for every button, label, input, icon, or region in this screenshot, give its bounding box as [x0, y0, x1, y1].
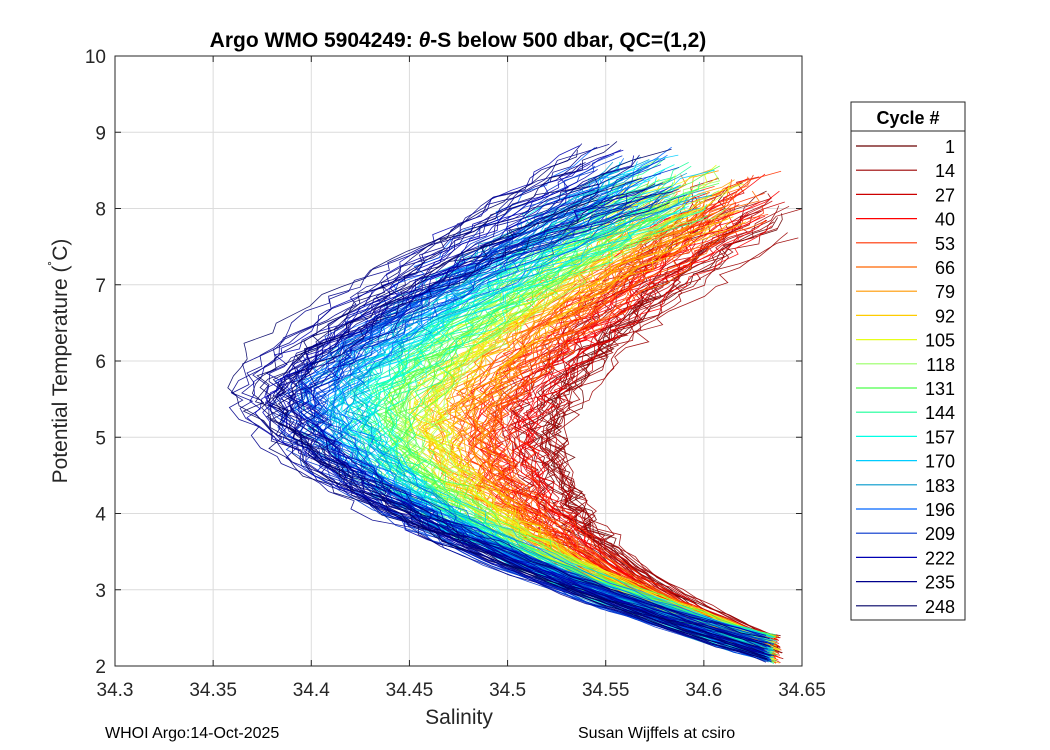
profile-line: [467, 194, 774, 650]
legend-label: 144: [925, 403, 955, 423]
profile-line: [483, 226, 776, 644]
chart-title: Argo WMO 5904249: θ-S below 500 dbar, QC…: [210, 29, 707, 52]
x-tick-label: 34.3: [97, 680, 134, 701]
profile-line: [342, 194, 766, 643]
profile-line: [540, 221, 777, 660]
profile-line: [307, 188, 771, 660]
profile-line: [470, 208, 774, 644]
legend-label: 27: [935, 185, 955, 205]
legend-title: Cycle #: [876, 108, 939, 128]
axis-ticks: 34.3 34.35 34.4 34.45 34.5 34.55 34.6 34.65 2 3 4 5…: [85, 47, 826, 701]
legend-label: 105: [925, 331, 955, 351]
legend-label: 66: [935, 258, 955, 278]
profile-line: [289, 146, 766, 657]
profile-line: [262, 183, 775, 656]
x-tick-label: 34.5: [489, 680, 526, 701]
profile-line: [294, 188, 763, 643]
footer-credit-left: WHOI Argo:14-Oct-2025: [105, 725, 280, 742]
legend-label: 53: [935, 234, 955, 254]
y-tick-label: 4: [95, 505, 106, 526]
x-axis-label: Salinity: [425, 706, 493, 729]
legend-label: 248: [925, 597, 955, 617]
profile-line: [278, 167, 769, 663]
y-axis-label: Potential Temperature (˚C): [46, 239, 72, 484]
profile-line: [303, 186, 769, 654]
legend-label: 1: [945, 137, 955, 157]
y-tick-label: 7: [95, 276, 106, 297]
profile-line: [272, 154, 765, 651]
legend-label: 79: [935, 282, 955, 302]
legend-label: 92: [935, 306, 955, 326]
legend-label: 131: [925, 379, 955, 399]
profile-line: [254, 194, 767, 660]
profile-line: [426, 182, 774, 643]
x-tick-label: 34.55: [582, 680, 630, 701]
legend-label: 157: [925, 427, 955, 447]
x-tick-label: 34.4: [293, 680, 330, 701]
footer-credit-right: Susan Wijffels at csiro: [578, 725, 736, 742]
profile-line: [290, 145, 768, 644]
profile-line: [228, 143, 769, 658]
profile-line: [260, 150, 765, 649]
y-tick-label: 6: [95, 352, 106, 373]
y-tick-label: 9: [95, 123, 106, 144]
y-tick-label: 10: [85, 47, 106, 68]
profile-line: [231, 163, 773, 656]
y-tick-label: 3: [95, 581, 106, 602]
profile-line: [496, 214, 773, 644]
legend-label: 118: [926, 355, 955, 375]
profile-line: [252, 183, 771, 657]
profile-line: [269, 201, 771, 647]
legend-label: 196: [925, 500, 955, 520]
profile-line: [489, 212, 772, 647]
legend-label: 170: [925, 452, 955, 472]
legend-label: 235: [925, 573, 955, 593]
profile-curves: [227, 141, 802, 664]
legend-label: 183: [925, 476, 955, 496]
profile-line: [497, 215, 780, 644]
profile-line: [542, 215, 778, 639]
x-tick-label: 34.6: [685, 680, 722, 701]
x-tick-label: 34.65: [778, 680, 826, 701]
profile-line: [254, 168, 771, 644]
y-tick-label: 2: [95, 657, 106, 678]
legend-label: 222: [925, 548, 955, 568]
profile-line: [548, 205, 784, 660]
profile-line: [402, 183, 775, 646]
profile-line: [242, 141, 766, 646]
y-tick-label: 5: [95, 428, 106, 449]
x-tick-label: 34.35: [189, 680, 237, 701]
profile-line: [551, 182, 779, 648]
profile-line: [527, 204, 781, 639]
legend: Cycle # 1 14 27 40 53 66 79 92 105 118 131 144 157 17…: [850, 101, 966, 621]
y-tick-label: 8: [95, 200, 106, 221]
profile-line: [430, 192, 771, 642]
x-tick-label: 34.45: [386, 680, 434, 701]
legend-label: 14: [935, 161, 955, 181]
legend-label: 209: [925, 524, 955, 544]
legend-label: 40: [935, 210, 955, 230]
